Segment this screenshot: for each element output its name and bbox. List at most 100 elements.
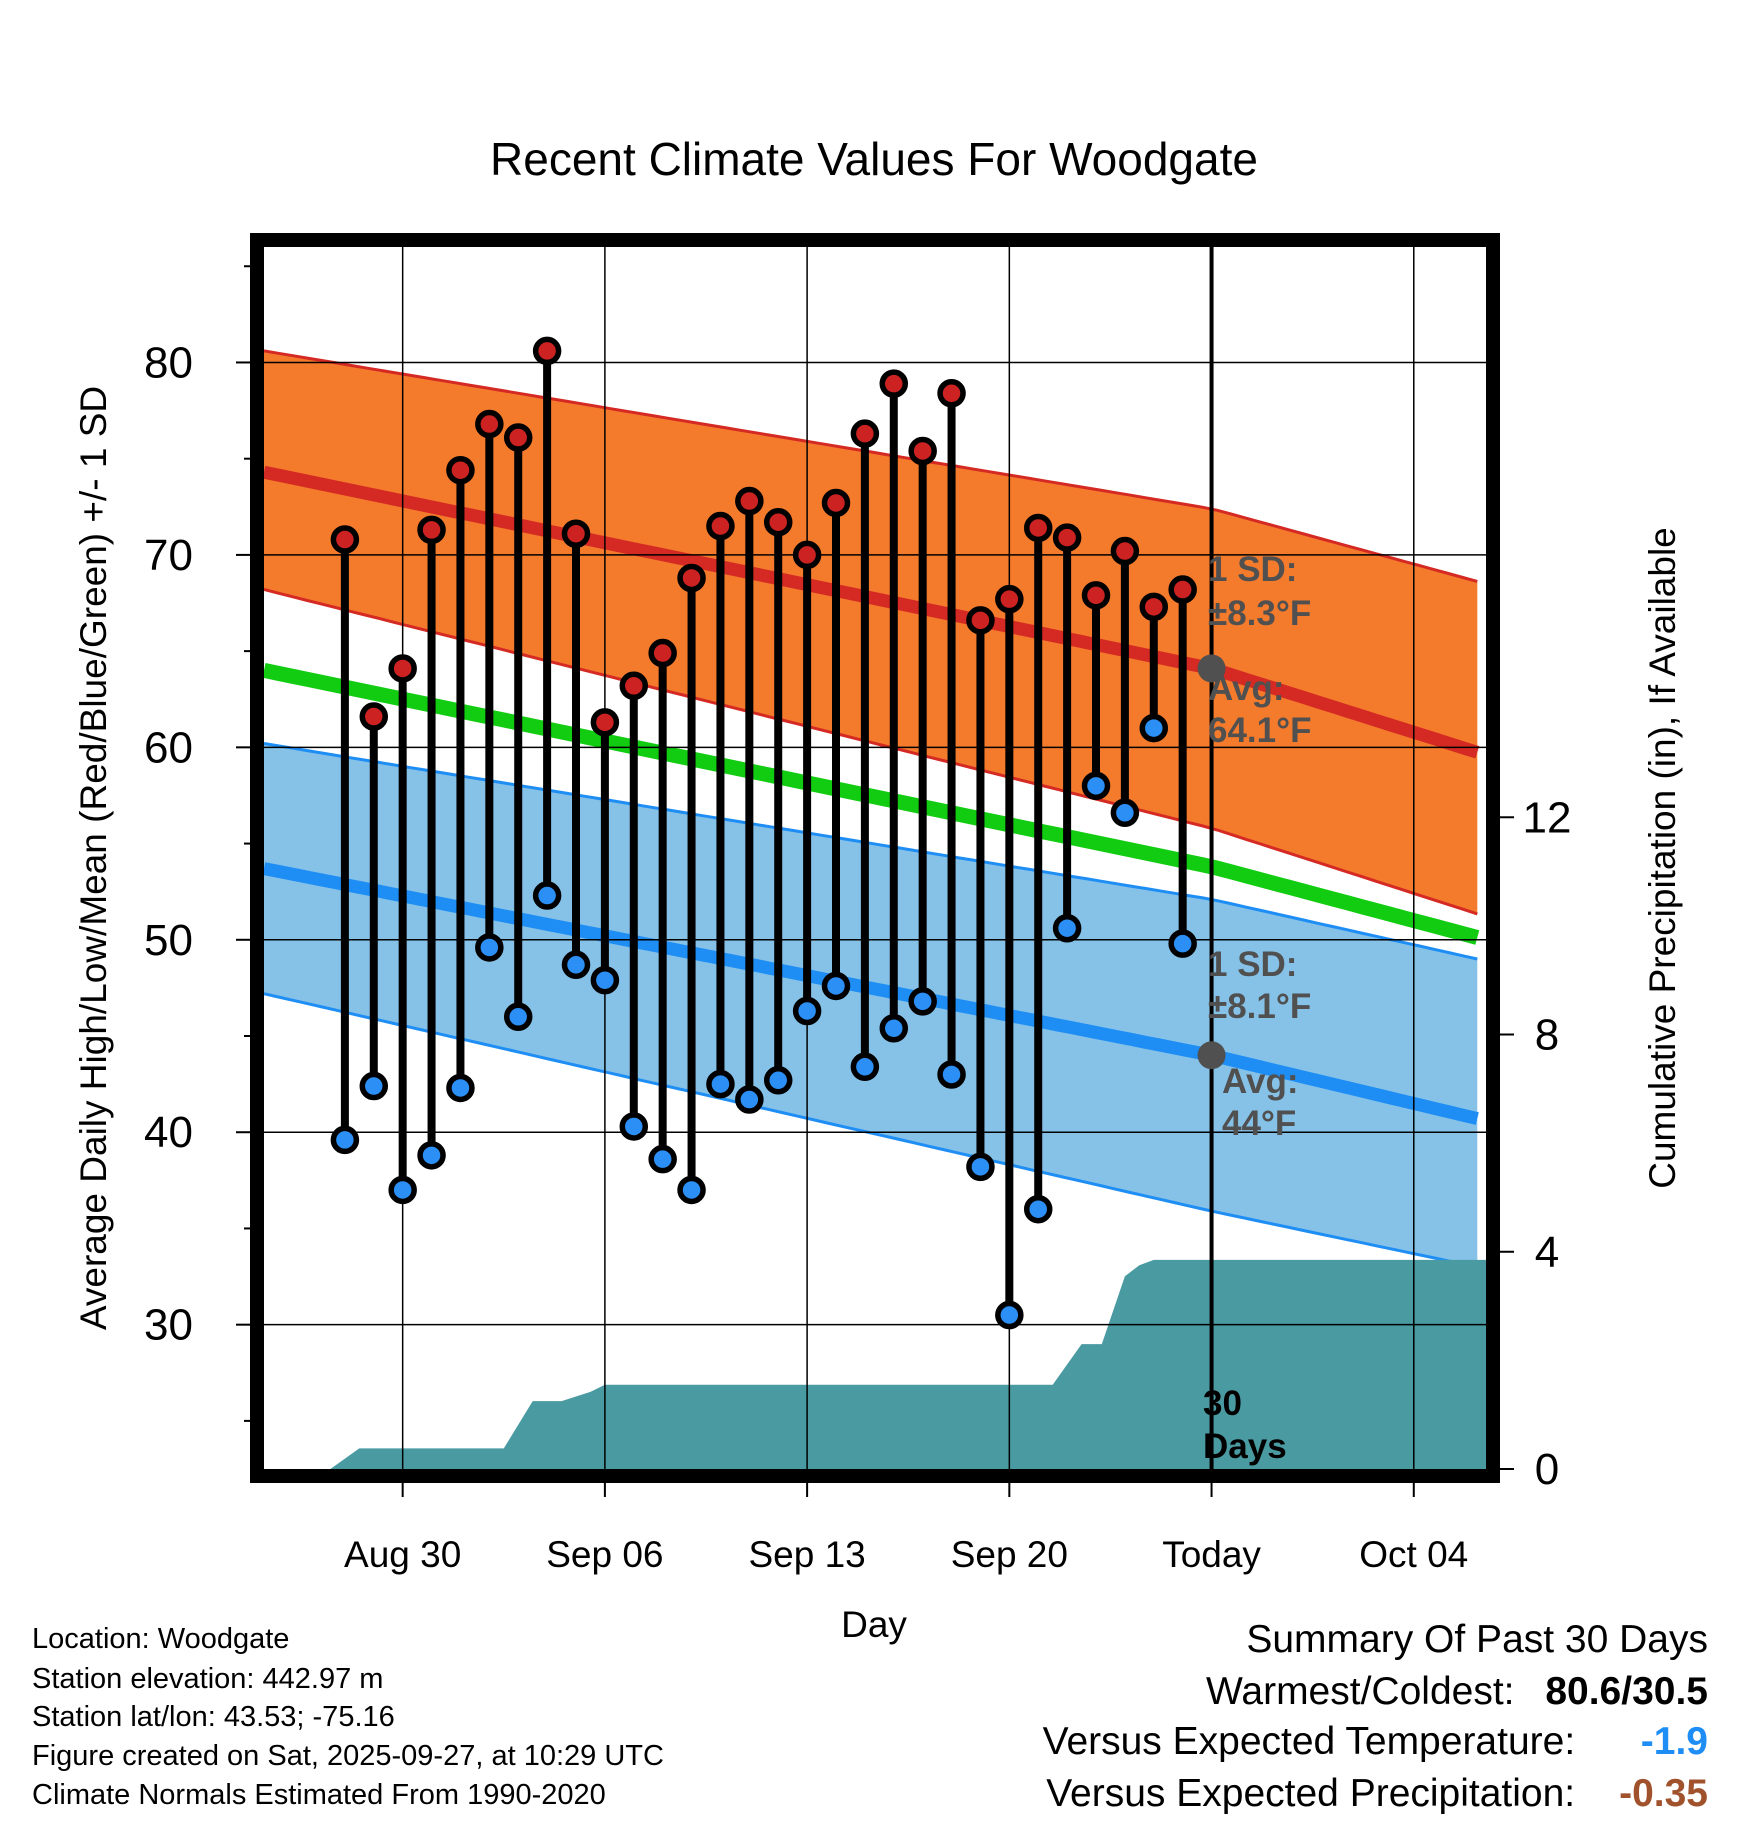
- x-axis-label: Day: [841, 1604, 907, 1645]
- daily-high-point: [706, 511, 735, 541]
- latlon-text: Station lat/lon: 43.53; -75.16: [32, 1701, 395, 1733]
- daily-low-point: [359, 1071, 389, 1101]
- daily-high-point: [677, 563, 706, 593]
- daily-low-point: [735, 1085, 764, 1114]
- high-average-dot: [1197, 654, 1226, 683]
- high-avg-value: 64.1°F: [1208, 711, 1312, 750]
- daily-low-point: [1110, 798, 1140, 828]
- daily-low-point: [706, 1069, 735, 1099]
- daily-low-point: [908, 987, 937, 1016]
- daily-low-point: [1023, 1194, 1053, 1224]
- high-sd-band: [264, 350, 1478, 914]
- daily-high-point: [590, 708, 620, 737]
- daily-high-point: [648, 638, 677, 668]
- daily-high-point: [937, 379, 966, 408]
- chart-title: Recent Climate Values For Woodgate: [490, 133, 1258, 185]
- daily-high-point: [850, 419, 880, 448]
- y-axis-label: Average Daily High/Low/Mean (Red/Blue/Gr…: [73, 386, 114, 1330]
- daily-high-point: [446, 455, 475, 485]
- x-tick-label: Sep 13: [748, 1534, 865, 1575]
- plot-area: [264, 247, 1486, 1469]
- daily-high-point: [561, 519, 591, 548]
- high-lower-line: [264, 588, 1478, 916]
- mean-line: [264, 663, 1480, 945]
- daily-high-point: [995, 584, 1024, 614]
- daily-low-point: [850, 1052, 880, 1082]
- daily-low-point: [532, 881, 562, 910]
- daily-low-point: [648, 1144, 677, 1174]
- summary-warmest-label: Warmest/Coldest:: [1206, 1670, 1515, 1713]
- high-average-line: [264, 465, 1480, 759]
- x-tick-label: Sep 20: [951, 1534, 1068, 1575]
- daily-low-point: [330, 1125, 360, 1155]
- summary-warmest-value: 80.6/30.5: [1545, 1670, 1708, 1713]
- created-text: Figure created on Sat, 2025-09-27, at 10…: [32, 1740, 664, 1772]
- daily-markers: [330, 336, 1197, 1330]
- daily-high-point: [821, 488, 851, 518]
- daily-high-point: [1081, 581, 1111, 610]
- low-sd-band: [264, 743, 1478, 1267]
- daily-high-point: [1023, 513, 1053, 543]
- days-count-word: Days: [1203, 1427, 1287, 1466]
- daily-low-point: [792, 996, 822, 1026]
- y2-tick-label: 0: [1535, 1445, 1559, 1494]
- daily-low-point: [1168, 929, 1197, 958]
- daily-high-point: [388, 654, 417, 683]
- y-tick-label: 80: [144, 338, 193, 387]
- x-tick-label: Today: [1162, 1534, 1261, 1575]
- y-tick-label: 30: [144, 1301, 193, 1350]
- daily-high-point: [532, 336, 562, 366]
- bottom-axis: Aug 30 Sep 06 Sep 13 Sep 20 Today Oct 04: [344, 1483, 1468, 1575]
- low-sd-label: 1 SD:: [1208, 945, 1297, 984]
- daily-high-point: [908, 436, 937, 466]
- x-tick-label: Aug 30: [344, 1534, 461, 1575]
- y-tick-label: 60: [144, 723, 193, 772]
- high-upper-line: [264, 349, 1478, 583]
- daily-high-point: [792, 540, 822, 570]
- daily-high-point: [330, 525, 360, 554]
- high-sd-label: 1 SD:: [1208, 550, 1297, 589]
- daily-low-point: [677, 1175, 706, 1205]
- daily-low-point: [937, 1060, 966, 1089]
- daily-low-point: [763, 1066, 793, 1095]
- summary-temp-value: -1.9: [1640, 1720, 1708, 1763]
- daily-high-point: [475, 409, 504, 439]
- daily-low-point: [503, 1002, 533, 1032]
- daily-high-point: [619, 671, 649, 701]
- daily-low-point: [995, 1300, 1024, 1330]
- y2-tick-label: 4: [1535, 1228, 1559, 1277]
- y-tick-label: 50: [144, 916, 193, 965]
- summary-title: Summary Of Past 30 Days: [1246, 1618, 1708, 1661]
- low-upper-line: [264, 742, 1478, 961]
- daily-high-point: [763, 507, 793, 537]
- daily-low-point: [388, 1175, 417, 1205]
- daily-high-point: [1110, 536, 1140, 566]
- daily-high-point: [359, 702, 389, 731]
- summary-temp-label: Versus Expected Temperature:: [1042, 1720, 1576, 1763]
- daily-high-point: [1139, 592, 1169, 622]
- location-text: Location: Woodgate: [32, 1623, 290, 1655]
- low-avg-label: Avg:: [1222, 1062, 1298, 1101]
- daily-high-point: [879, 369, 909, 398]
- right-axis: 0 4 8 12: [1500, 793, 1571, 1494]
- summary-warmest-row: Warmest/Coldest: 80.6/30.5: [1206, 1670, 1708, 1714]
- low-average-dot: [1197, 1041, 1226, 1070]
- y2-tick-label: 12: [1523, 793, 1572, 842]
- low-sd-value: ±8.1°F: [1208, 987, 1311, 1026]
- daily-low-point: [446, 1073, 475, 1103]
- daily-low-point: [417, 1141, 446, 1170]
- daily-high-point: [1168, 575, 1197, 604]
- y2-tick-label: 8: [1535, 1011, 1559, 1060]
- low-avg-value: 44°F: [1222, 1104, 1296, 1143]
- y2-axis-label: Cumulative Precipitation (in), If Availa…: [1642, 527, 1683, 1189]
- high-avg-label: Avg:: [1208, 669, 1284, 708]
- daily-low-point: [821, 971, 851, 1001]
- daily-low-point: [561, 950, 591, 980]
- daily-high-point: [966, 606, 995, 635]
- daily-low-point: [475, 933, 504, 962]
- daily-low-point: [1139, 713, 1169, 743]
- summary-precip-label: Versus Expected Precipitation:: [1046, 1772, 1576, 1815]
- normals-text: Climate Normals Estimated From 1990-2020: [32, 1779, 606, 1811]
- daily-low-point: [590, 965, 620, 995]
